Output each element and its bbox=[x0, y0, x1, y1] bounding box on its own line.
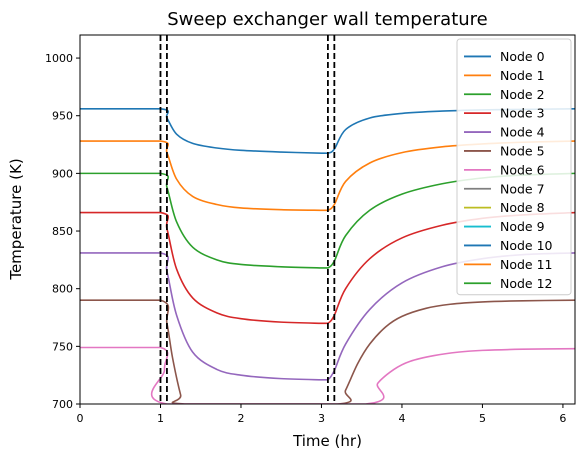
legend-label: Node 11 bbox=[500, 257, 553, 272]
legend-label: Node 10 bbox=[500, 238, 553, 253]
series-line-1 bbox=[80, 140, 575, 212]
series-layer bbox=[80, 107, 575, 404]
legend-label: Node 12 bbox=[500, 276, 553, 291]
legend-label: Node 7 bbox=[500, 181, 545, 196]
y-tick-label: 950 bbox=[52, 110, 73, 123]
chart-title: Sweep exchanger wall temperature bbox=[167, 9, 488, 30]
legend-label: Node 1 bbox=[500, 68, 545, 83]
series-line-2 bbox=[80, 172, 575, 269]
y-axis: 700 750 800 850 900 950 1000 bbox=[45, 52, 80, 411]
x-tick-label: 4 bbox=[398, 412, 405, 425]
legend-label: Node 4 bbox=[500, 125, 545, 140]
y-tick-label: 850 bbox=[52, 225, 73, 238]
y-tick-label: 900 bbox=[52, 167, 73, 180]
legend-label: Node 6 bbox=[500, 162, 545, 177]
x-tick-label: 5 bbox=[479, 412, 486, 425]
x-tick-label: 1 bbox=[157, 412, 164, 425]
legend-label: Node 9 bbox=[500, 219, 545, 234]
series-line-6 bbox=[80, 346, 575, 404]
x-tick-label: 2 bbox=[237, 412, 244, 425]
legend-label: Node 5 bbox=[500, 143, 545, 158]
legend: Node 0 Node 1 Node 2 Node 3 Node 4 Node 5 Node… bbox=[456, 38, 572, 296]
x-axis-label: Time (hr) bbox=[292, 432, 362, 450]
y-tick-label: 700 bbox=[52, 398, 73, 411]
x-tick-label: 0 bbox=[77, 412, 84, 425]
legend-label: Node 2 bbox=[500, 87, 545, 102]
vertical-lines bbox=[159, 35, 336, 404]
series-line-5 bbox=[80, 299, 575, 404]
x-axis: 0 1 2 3 4 5 6 bbox=[77, 404, 566, 425]
y-tick-label: 800 bbox=[52, 283, 73, 296]
y-tick-label: 1000 bbox=[45, 52, 73, 65]
y-axis-label: Temperature (K) bbox=[7, 158, 25, 280]
x-tick-label: 6 bbox=[559, 412, 566, 425]
legend-label: Node 0 bbox=[500, 49, 545, 64]
plot-frame bbox=[79, 34, 576, 405]
y-tick-label: 750 bbox=[52, 340, 73, 353]
series-line-4 bbox=[80, 252, 575, 381]
series-line-0 bbox=[80, 107, 575, 155]
legend-label: Node 3 bbox=[500, 106, 545, 121]
x-tick-label: 3 bbox=[318, 412, 325, 425]
legend-box bbox=[456, 38, 572, 296]
series-line-3 bbox=[80, 211, 575, 325]
legend-label: Node 8 bbox=[500, 200, 545, 215]
